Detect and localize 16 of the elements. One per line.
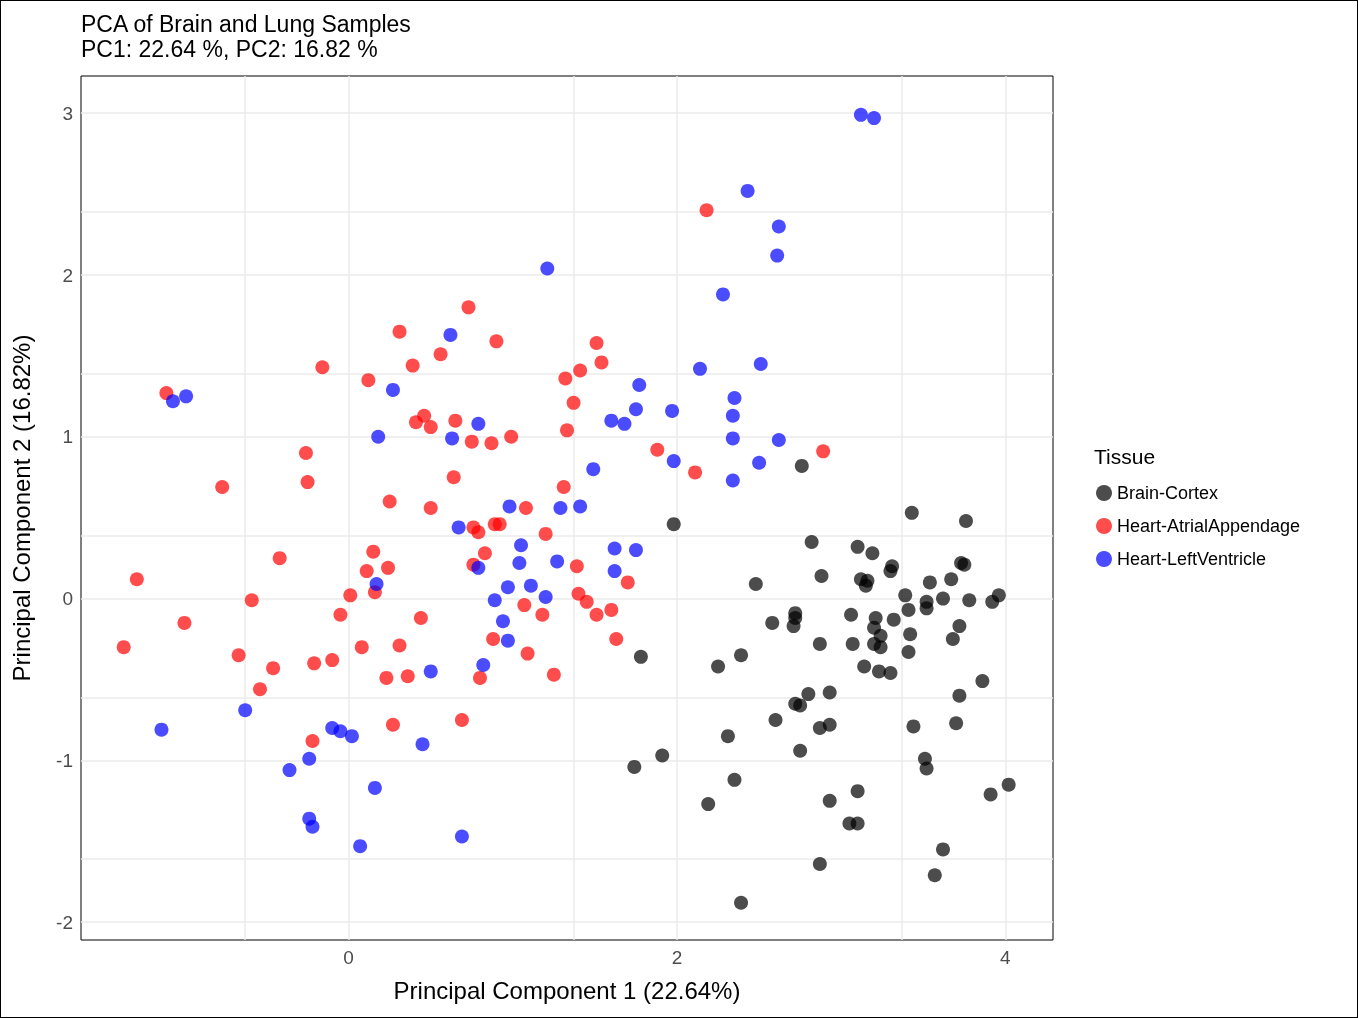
y-tick-label: 3 bbox=[62, 102, 73, 124]
legend-label: Brain-Cortex bbox=[1117, 483, 1219, 503]
x-tick-label: 0 bbox=[343, 947, 354, 968]
legend-title: Tissue bbox=[1094, 445, 1156, 468]
y-axis-title: Principal Component 2 (16.82%) bbox=[7, 334, 35, 682]
chart-title: PCA of Brain and Lung Samples bbox=[81, 10, 411, 37]
y-tick-label: -2 bbox=[56, 911, 73, 933]
y-tick-label: 0 bbox=[62, 588, 73, 610]
legend-label: Heart-AtrialAppendage bbox=[1117, 516, 1301, 536]
x-tick-label: 2 bbox=[671, 947, 683, 968]
x-tick-label: 4 bbox=[1000, 947, 1012, 968]
x-axis-title: Principal Component 1 (22.64%) bbox=[393, 976, 741, 1004]
y-tick-label: 1 bbox=[62, 426, 73, 448]
y-tick-label: 2 bbox=[62, 264, 73, 286]
legend-label: Heart-LeftVentricle bbox=[1117, 549, 1267, 569]
y-tick-label: -1 bbox=[56, 749, 73, 771]
